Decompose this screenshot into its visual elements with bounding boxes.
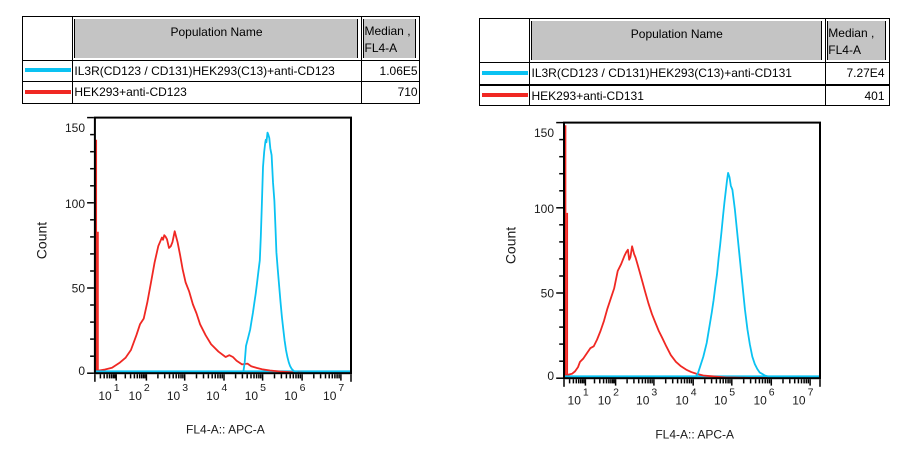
svg-text:4: 4 bbox=[691, 387, 697, 399]
svg-text:2: 2 bbox=[613, 387, 619, 399]
svg-text:FL4-A:: APC-A: FL4-A:: APC-A bbox=[186, 423, 265, 437]
svg-text:50: 50 bbox=[72, 281, 86, 295]
svg-text:3: 3 bbox=[182, 382, 188, 394]
svg-text:10: 10 bbox=[98, 389, 112, 403]
svg-text:10: 10 bbox=[284, 389, 298, 403]
svg-text:10: 10 bbox=[598, 394, 612, 408]
svg-text:10: 10 bbox=[792, 394, 806, 408]
svg-text:100: 100 bbox=[534, 202, 554, 216]
svg-text:5: 5 bbox=[729, 387, 735, 399]
svg-text:4: 4 bbox=[222, 382, 228, 394]
svg-text:7: 7 bbox=[338, 382, 344, 394]
svg-text:10: 10 bbox=[245, 389, 259, 403]
svg-text:0: 0 bbox=[78, 364, 85, 378]
svg-text:6: 6 bbox=[769, 387, 775, 399]
svg-text:10: 10 bbox=[167, 389, 181, 403]
svg-text:7: 7 bbox=[808, 387, 814, 399]
svg-text:FL4-A:: APC-A: FL4-A:: APC-A bbox=[655, 428, 734, 442]
svg-text:10: 10 bbox=[206, 389, 220, 403]
svg-text:10: 10 bbox=[714, 394, 728, 408]
svg-text:1: 1 bbox=[583, 387, 589, 399]
svg-text:100: 100 bbox=[65, 197, 85, 211]
svg-text:3: 3 bbox=[651, 387, 657, 399]
svg-text:10: 10 bbox=[129, 389, 143, 403]
svg-text:1: 1 bbox=[114, 382, 120, 394]
svg-text:10: 10 bbox=[636, 394, 650, 408]
svg-text:Count: Count bbox=[503, 227, 519, 264]
svg-text:5: 5 bbox=[260, 382, 266, 394]
svg-text:10: 10 bbox=[323, 389, 337, 403]
svg-text:10: 10 bbox=[753, 394, 767, 408]
svg-text:10: 10 bbox=[568, 394, 582, 408]
svg-text:50: 50 bbox=[541, 286, 555, 300]
svg-text:0: 0 bbox=[547, 369, 554, 383]
svg-text:10: 10 bbox=[675, 394, 689, 408]
svg-text:6: 6 bbox=[300, 382, 306, 394]
svg-text:150: 150 bbox=[534, 126, 554, 140]
svg-text:Count: Count bbox=[34, 222, 50, 259]
svg-text:2: 2 bbox=[144, 382, 150, 394]
svg-text:150: 150 bbox=[65, 121, 85, 135]
